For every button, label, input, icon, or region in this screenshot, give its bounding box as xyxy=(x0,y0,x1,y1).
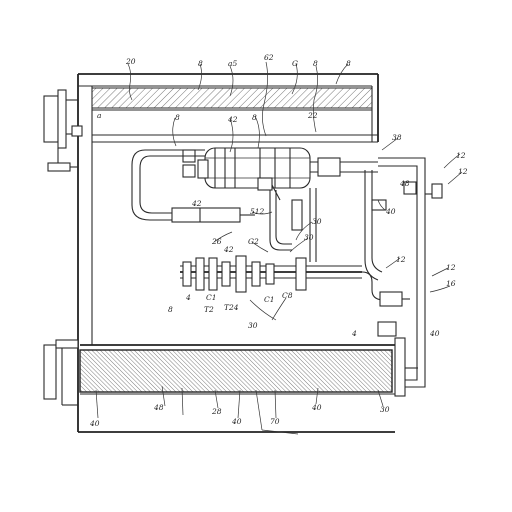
lower-tank xyxy=(43,321,418,433)
label-mid-4: 42 xyxy=(223,245,234,254)
label-pump-2: 4 xyxy=(185,293,191,302)
label-upper-1: a xyxy=(97,111,101,120)
pump-assembly xyxy=(180,255,410,307)
label-right-6: 4 xyxy=(351,329,357,338)
label-upper-9: 48 xyxy=(399,179,410,188)
label-right-3: 12 xyxy=(446,263,456,272)
label-pump-5: T24 xyxy=(224,303,239,312)
label-upper-3: 22 xyxy=(307,111,318,120)
label-top-1: 20 xyxy=(125,57,136,66)
label-bottom-6: 40 xyxy=(311,403,322,412)
label-pump-6: 30 xyxy=(248,321,258,330)
right-return-pipe xyxy=(378,157,443,388)
label-bottom-7: 30 xyxy=(380,405,390,414)
label-bottom-2: 48 xyxy=(153,403,164,412)
label-pump-3: C1 xyxy=(206,293,217,302)
reference-labels: 20 8 a5 62 G 8 8 a 8 22 42 8 38 12 12 48… xyxy=(89,53,468,428)
label-right-4: 16 xyxy=(446,279,456,288)
label-mid-3: 30 xyxy=(312,217,322,226)
right-leaders xyxy=(377,137,463,293)
label-pump-7: C1 xyxy=(264,295,275,304)
label-bottom-1: 40 xyxy=(89,419,100,428)
label-upper-2: 8 xyxy=(175,113,180,122)
label-upper-6: 38 xyxy=(392,133,402,142)
label-right-5: 40 xyxy=(429,329,440,338)
label-pump-1: 8 xyxy=(168,305,173,314)
label-mid-7: 26 xyxy=(211,237,222,246)
label-pump-8: C8 xyxy=(282,291,293,300)
label-top-6: 8 xyxy=(313,59,318,68)
label-bottom-5: 70 xyxy=(270,417,280,426)
label-bottom-3: 28 xyxy=(211,407,222,416)
label-right-2: 12 xyxy=(396,255,406,264)
delivery-pipe xyxy=(131,149,255,223)
label-upper-4: 42 xyxy=(227,115,238,124)
left-upper-fittings xyxy=(43,89,83,172)
label-upper-8: 12 xyxy=(458,167,468,176)
label-mid-2: 42 xyxy=(191,199,202,208)
label-mid-1: 512 xyxy=(250,207,265,216)
heat-exchanger xyxy=(182,147,378,201)
middle-leaders xyxy=(213,211,313,321)
label-top-5: G xyxy=(292,59,298,68)
top-leaders xyxy=(127,61,349,153)
connection-tubes xyxy=(269,170,387,281)
label-top-3: a5 xyxy=(228,59,237,68)
label-top-4: 62 xyxy=(264,53,274,62)
label-upper-5: 8 xyxy=(252,113,257,122)
bottom-leaders xyxy=(95,385,384,435)
label-top-7: 8 xyxy=(346,59,351,68)
label-pump-4: T2 xyxy=(204,305,214,314)
label-mid-5: 30 xyxy=(304,233,314,242)
label-bottom-4: 40 xyxy=(231,417,242,426)
label-mid-6: G2 xyxy=(248,237,259,246)
label-top-2: 8 xyxy=(198,59,203,68)
label-right-1: 40 xyxy=(385,207,396,216)
label-upper-7: 12 xyxy=(456,151,466,160)
